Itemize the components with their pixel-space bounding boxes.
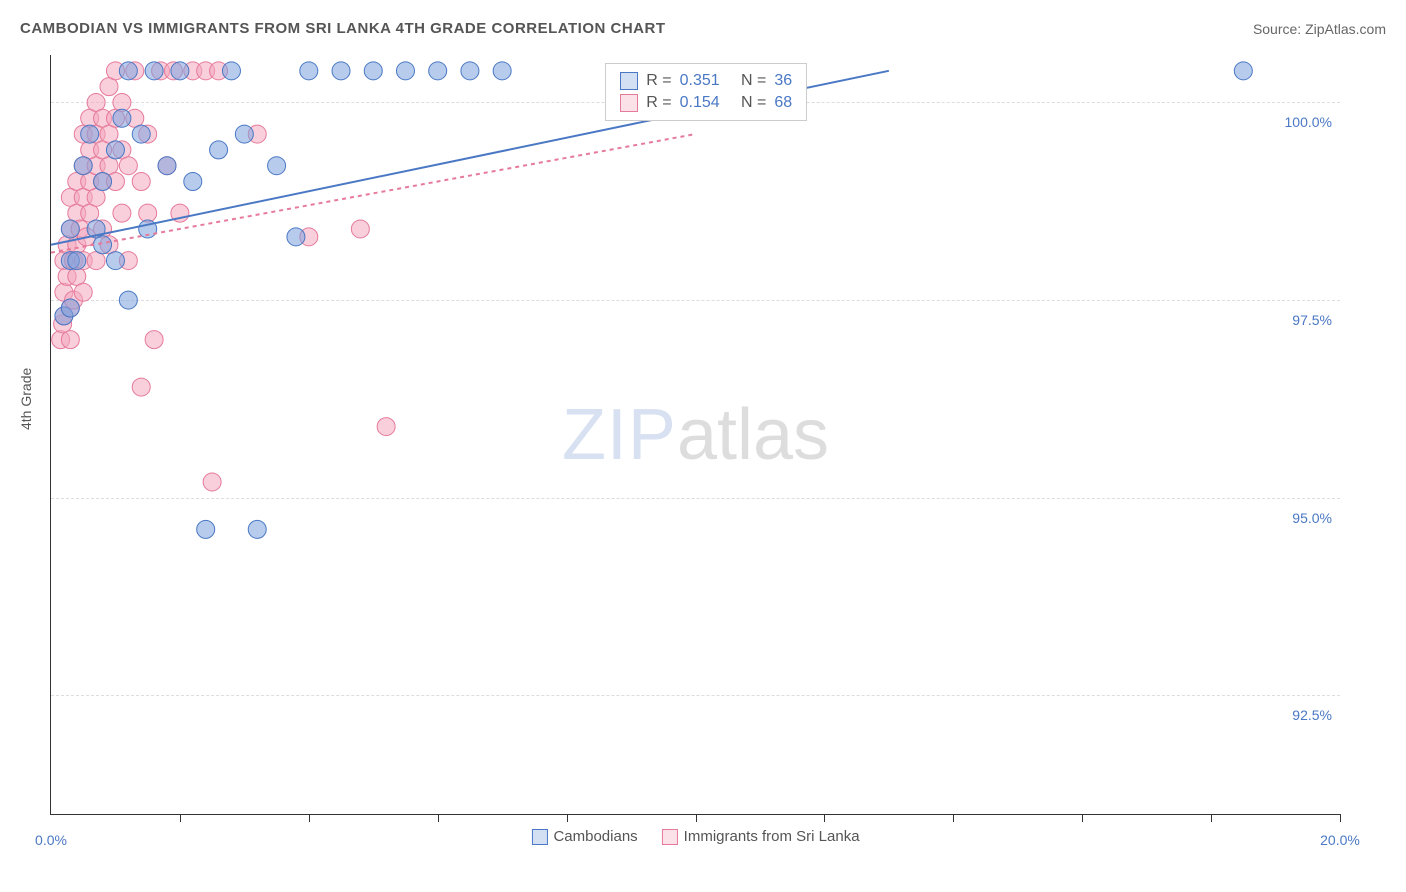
data-point — [396, 62, 414, 80]
data-point — [106, 252, 124, 270]
data-point — [87, 188, 105, 206]
data-point — [332, 62, 350, 80]
x-tick-label: 20.0% — [1320, 832, 1360, 848]
data-point — [158, 157, 176, 175]
legend-swatch — [662, 829, 678, 845]
series-legend: Cambodians Immigrants from Sri Lanka — [531, 828, 859, 845]
data-point — [74, 283, 92, 301]
data-point — [81, 125, 99, 143]
data-point — [119, 157, 137, 175]
legend-item: Immigrants from Sri Lanka — [662, 828, 860, 845]
data-point — [197, 520, 215, 538]
data-point — [132, 125, 150, 143]
data-point — [203, 473, 221, 491]
data-point — [1234, 62, 1252, 80]
legend-swatch — [531, 829, 547, 845]
data-point — [94, 173, 112, 191]
y-axis-label: 4th Grade — [18, 368, 34, 430]
data-point — [139, 204, 157, 222]
data-point — [100, 125, 118, 143]
r-label: R = — [646, 72, 671, 90]
data-point — [94, 236, 112, 254]
data-point — [87, 93, 105, 111]
data-point — [364, 62, 382, 80]
data-point — [68, 252, 86, 270]
correlation-row: R = 0.154 N = 68 — [620, 92, 792, 114]
data-point — [429, 62, 447, 80]
correlation-row: R = 0.351 N = 36 — [620, 70, 792, 92]
data-point — [145, 62, 163, 80]
data-point — [87, 252, 105, 270]
data-point — [493, 62, 511, 80]
correlation-legend: R = 0.351 N = 36R = 0.154 N = 68 — [605, 63, 807, 121]
x-tick — [824, 814, 825, 822]
r-label: R = — [646, 94, 671, 112]
regression-line — [51, 134, 696, 253]
data-point — [100, 157, 118, 175]
data-point — [461, 62, 479, 80]
data-point — [113, 109, 131, 127]
x-tick — [696, 814, 697, 822]
x-tick — [1211, 814, 1212, 822]
data-point — [61, 299, 79, 317]
n-label: N = — [728, 72, 767, 90]
x-tick-label: 0.0% — [35, 832, 67, 848]
data-point — [235, 125, 253, 143]
legend-label: Cambodians — [553, 828, 637, 845]
data-point — [81, 204, 99, 222]
data-point — [184, 173, 202, 191]
data-point — [100, 78, 118, 96]
data-point — [68, 267, 86, 285]
data-point — [268, 157, 286, 175]
n-value: 68 — [774, 94, 792, 112]
x-tick — [1082, 814, 1083, 822]
data-point — [74, 157, 92, 175]
legend-item: Cambodians — [531, 828, 637, 845]
chart-title: CAMBODIAN VS IMMIGRANTS FROM SRI LANKA 4… — [20, 20, 665, 37]
data-point — [171, 62, 189, 80]
data-point — [119, 62, 137, 80]
series-swatch — [620, 94, 638, 112]
n-label: N = — [728, 94, 767, 112]
r-value: 0.154 — [680, 94, 720, 112]
data-point — [287, 228, 305, 246]
data-point — [61, 220, 79, 238]
r-value: 0.351 — [680, 72, 720, 90]
scatter-plot: ZIPatlas R = 0.351 N = 36R = 0.154 N = 6… — [50, 55, 1340, 815]
data-point — [106, 141, 124, 159]
data-point — [113, 93, 131, 111]
x-tick — [309, 814, 310, 822]
data-point — [351, 220, 369, 238]
data-point — [113, 204, 131, 222]
source-attribution: Source: ZipAtlas.com — [1253, 21, 1386, 37]
x-tick — [1340, 814, 1341, 822]
data-point — [210, 141, 228, 159]
chart-svg — [51, 55, 1340, 814]
data-point — [248, 520, 266, 538]
data-point — [377, 418, 395, 436]
data-point — [300, 62, 318, 80]
data-point — [119, 291, 137, 309]
x-tick — [180, 814, 181, 822]
data-point — [132, 378, 150, 396]
x-tick — [567, 814, 568, 822]
x-tick — [438, 814, 439, 822]
data-point — [145, 331, 163, 349]
x-tick — [953, 814, 954, 822]
data-point — [132, 173, 150, 191]
data-point — [222, 62, 240, 80]
n-value: 36 — [774, 72, 792, 90]
header: CAMBODIAN VS IMMIGRANTS FROM SRI LANKA 4… — [20, 20, 1386, 37]
data-point — [61, 331, 79, 349]
legend-label: Immigrants from Sri Lanka — [684, 828, 860, 845]
series-swatch — [620, 72, 638, 90]
